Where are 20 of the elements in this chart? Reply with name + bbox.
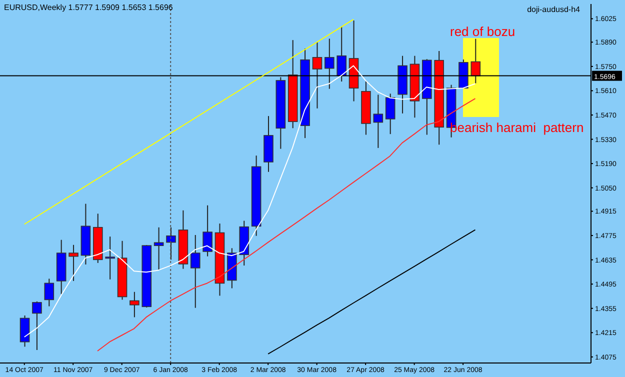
candlestick <box>312 42 322 109</box>
candlestick <box>44 278 54 307</box>
candlestick <box>154 226 164 270</box>
candlestick <box>190 234 200 308</box>
candlestick <box>385 93 396 135</box>
candlestick <box>336 26 347 82</box>
candlestick <box>20 314 30 348</box>
candlestick <box>373 94 384 148</box>
line-series <box>268 229 476 354</box>
annotation: red of bozu <box>450 24 516 39</box>
candlestick <box>130 291 140 318</box>
candlestick <box>32 300 42 350</box>
candlestick <box>105 236 115 280</box>
candlestick <box>202 204 212 257</box>
candlestick <box>166 226 176 260</box>
candlestick <box>470 38 481 84</box>
text: doji-audusd-h4 <box>527 5 580 14</box>
candlestick <box>68 244 78 282</box>
candlestick <box>324 38 334 90</box>
chart-title: EURUSD,Weekly 1.5777 1.5909 1.5653 1.5696 <box>4 3 173 12</box>
